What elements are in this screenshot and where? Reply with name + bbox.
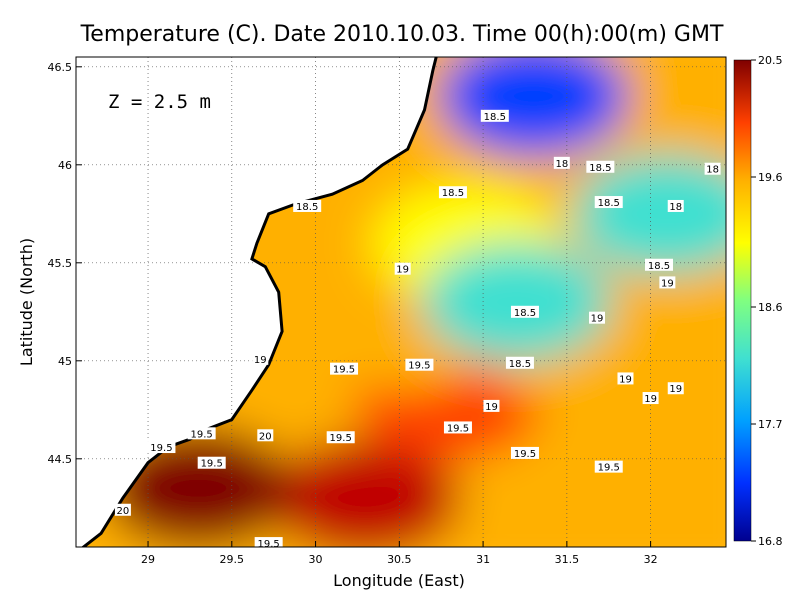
y-tick-label: 44.5 xyxy=(48,453,73,466)
contour-label-bg xyxy=(326,431,355,444)
contour-label: 19.5 xyxy=(330,433,352,444)
contour-labels: 18.5 18 18.5 18 18.5 18.5 18.5 18 19 18.5 19 18.5 19… xyxy=(114,109,721,550)
contour-label-bg xyxy=(187,427,216,440)
contour-label-bg xyxy=(114,503,131,516)
contour-label: 19.5 xyxy=(201,459,223,470)
contour-label-bg xyxy=(617,372,634,385)
contour-label-bg xyxy=(293,199,322,212)
y-axis-label: Latitude (North) xyxy=(17,238,36,366)
contour-label: 19 xyxy=(396,265,409,276)
contour-label-bg xyxy=(510,446,539,459)
contour-label-bg xyxy=(594,196,623,209)
contour-label-bg xyxy=(330,362,359,375)
contour-label-bg xyxy=(438,186,467,199)
contour-label-bg xyxy=(644,258,673,271)
y-tick-label: 45 xyxy=(58,355,72,368)
contour-label: 19.5 xyxy=(598,463,620,474)
contour-label-bg xyxy=(257,429,274,442)
contour-label: 19 xyxy=(485,402,498,413)
contour-label: 19.5 xyxy=(333,365,355,376)
colorbar-tick-label: 18.6 xyxy=(758,301,783,314)
contour-label: 19 xyxy=(254,355,267,366)
contour-label: 19.5 xyxy=(447,423,469,434)
x-tick-label: 30 xyxy=(309,553,323,566)
x-tick-label: 31 xyxy=(476,553,490,566)
contour-label-bg xyxy=(510,305,539,318)
contour-label: 19.5 xyxy=(514,449,536,460)
x-axis-ticks: 29 29.5 30 30.5 31 31.5 32 xyxy=(141,541,658,566)
contour-label: 19 xyxy=(661,278,674,289)
land-mask xyxy=(76,57,437,547)
plot-frame xyxy=(75,56,727,548)
contour-label: 19.5 xyxy=(150,443,172,454)
colorbar-tick-label: 16.8 xyxy=(758,535,783,548)
x-tick-label: 29 xyxy=(141,553,155,566)
colorbar-tick-label: 17.7 xyxy=(758,418,783,431)
contour-label-bg xyxy=(252,352,269,365)
contour-label: 19 xyxy=(591,314,604,325)
contour-label: 20 xyxy=(117,506,130,517)
contour-label: 18 xyxy=(555,159,568,170)
contour-label-bg xyxy=(586,160,615,173)
y-tick-label: 46 xyxy=(58,159,72,172)
colorbar-ticks: 16.8 17.7 18.6 19.6 20.5 xyxy=(751,54,783,548)
grid-lines xyxy=(76,57,726,547)
contour-label: 18.5 xyxy=(484,112,506,123)
contour-label-bg xyxy=(704,162,721,175)
contour-label: 18.5 xyxy=(442,188,464,199)
colorbar-tick-label: 19.6 xyxy=(758,171,783,184)
contour-label: 19.5 xyxy=(258,539,280,550)
temperature-region-cold-eddy xyxy=(421,242,612,362)
x-tick-label: 32 xyxy=(644,553,658,566)
contour-label-bg xyxy=(594,460,623,473)
temperature-region-north-cold xyxy=(438,57,629,157)
contour-label-bg xyxy=(553,156,570,169)
plot-area: 18.5 18 18.5 18 18.5 18.5 18.5 18 19 18.5 19 18.5 19… xyxy=(76,57,726,550)
contour-label: 19.5 xyxy=(191,429,213,440)
contour-label-bg xyxy=(394,262,411,275)
x-axis-label: Longitude (East) xyxy=(333,571,465,590)
contour-label: 20 xyxy=(259,431,272,442)
x-tick-label: 30.5 xyxy=(387,553,412,566)
contour-label: 18.5 xyxy=(648,261,670,272)
contour-label: 18.5 xyxy=(598,198,620,209)
contour-label-bg xyxy=(659,276,676,289)
contour-label-bg xyxy=(667,382,684,395)
contour-label-bg xyxy=(147,441,176,454)
contour-label-bg xyxy=(589,311,606,324)
colorbar-tick-label: 20.5 xyxy=(758,54,783,67)
contour-label-bg xyxy=(254,537,283,547)
contour-label: 19 xyxy=(619,374,632,385)
chart-title: Temperature (C). Date 2010.10.03. Time 0… xyxy=(80,22,724,47)
contour-label: 19 xyxy=(644,394,657,405)
colorbar xyxy=(733,59,752,542)
contour-label-bg xyxy=(642,392,659,405)
contour-label: 18.5 xyxy=(296,202,318,213)
contour-label-bg xyxy=(443,421,472,434)
contour-label: 19.5 xyxy=(408,361,430,372)
y-tick-label: 45.5 xyxy=(48,257,73,270)
contour-label-bg xyxy=(480,109,509,122)
x-tick-label: 29.5 xyxy=(220,553,245,566)
temperature-region-south-warm xyxy=(270,438,461,547)
x-tick-label: 31.5 xyxy=(555,553,580,566)
contour-label: 18 xyxy=(669,202,682,213)
contour-label: 18.5 xyxy=(514,308,536,319)
y-tick-label: 46.5 xyxy=(48,61,73,74)
contour-label-bg xyxy=(505,356,534,369)
contour-label: 19 xyxy=(669,384,682,395)
y-axis-ticks: 44.5 45 45.5 46 46.5 xyxy=(48,61,82,466)
contour-label: 18 xyxy=(706,165,719,176)
temperature-region-northeast xyxy=(572,153,726,274)
contour-label-bg xyxy=(667,199,684,212)
contour-label-bg xyxy=(405,358,434,371)
contour-label: 18.5 xyxy=(509,359,531,370)
contour-label: 18.5 xyxy=(589,163,611,174)
depth-annotation: Z = 2.5 m xyxy=(108,91,211,113)
contour-label-bg xyxy=(197,456,226,469)
contour-label-bg xyxy=(483,399,500,412)
